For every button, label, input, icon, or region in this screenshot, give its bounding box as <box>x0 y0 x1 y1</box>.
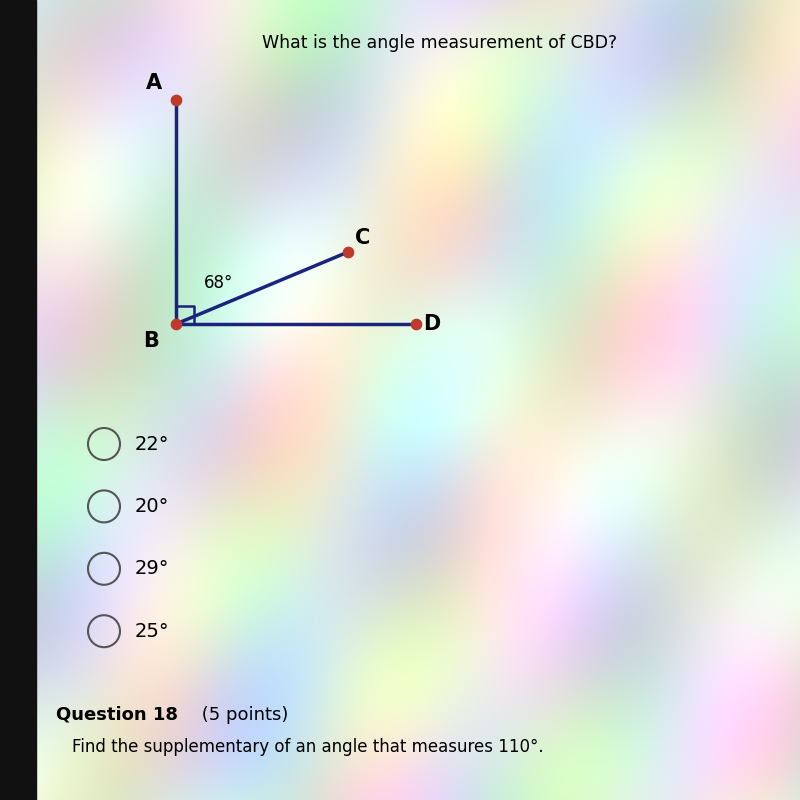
Text: Find the supplementary of an angle that measures 110°.: Find the supplementary of an angle that … <box>72 738 544 756</box>
Text: 68°: 68° <box>204 274 234 292</box>
Point <box>410 318 422 330</box>
Text: (5 points): (5 points) <box>196 706 288 724</box>
Text: 29°: 29° <box>134 559 169 578</box>
Point <box>170 318 182 330</box>
Bar <box>0 0 36 800</box>
Text: B: B <box>143 331 158 351</box>
Text: 25°: 25° <box>134 622 169 641</box>
Text: D: D <box>423 314 441 334</box>
Text: C: C <box>355 228 370 248</box>
Point <box>342 246 354 258</box>
Text: Question 18: Question 18 <box>56 706 178 724</box>
Text: What is the angle measurement of CBD?: What is the angle measurement of CBD? <box>262 34 618 51</box>
Point <box>170 94 182 106</box>
Text: 22°: 22° <box>134 434 169 454</box>
Text: 20°: 20° <box>134 497 169 516</box>
Text: A: A <box>146 73 162 93</box>
